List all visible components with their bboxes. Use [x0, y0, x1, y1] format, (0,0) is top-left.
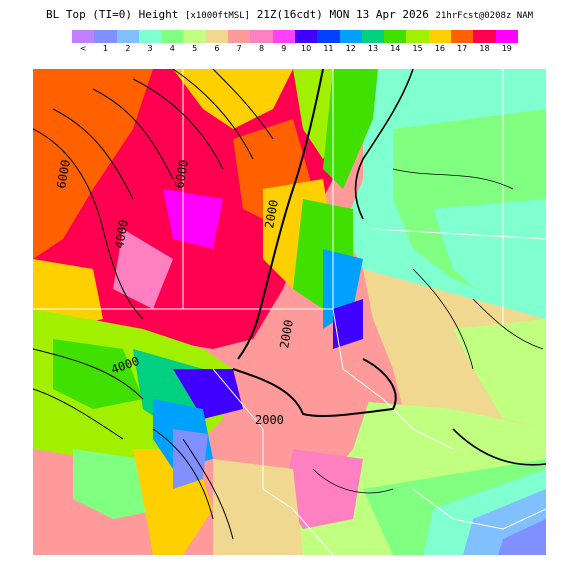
contour-east-a: [412, 268, 474, 370]
contour-label-6000-central: 6000: [172, 159, 191, 190]
legend-label: 12: [345, 44, 356, 53]
boundary-coast: [412, 488, 546, 530]
legend-label: 10: [301, 44, 312, 53]
title-valid-time: 21Z(16cdt) MON 13 Apr 2026: [256, 8, 429, 21]
boundary-east: [372, 228, 546, 240]
legend-label: 19: [501, 44, 512, 53]
contour-1000-north: [354, 69, 414, 220]
region-south-8k: [283, 449, 363, 529]
legend-label: 14: [390, 44, 401, 53]
legend-label: 17: [457, 44, 468, 53]
region-southwest-1k: [173, 429, 208, 489]
legend-label: 16: [434, 44, 445, 53]
contour-label-4000-central: 4000: [112, 219, 131, 250]
region-northeast-3k-b: [433, 199, 546, 304]
legend-label: 5: [192, 44, 198, 53]
contour-label-2000-central: 2000: [277, 319, 296, 350]
legend-swatch: [406, 30, 429, 43]
legend-label: 9: [281, 44, 287, 53]
boundary-southwest: [212, 368, 334, 555]
legend-swatch: [473, 30, 496, 43]
contour-west-e: [212, 69, 274, 140]
contour-west-d: [172, 69, 254, 160]
legend-label: 15: [412, 44, 423, 53]
title-parameter: BL Top (TI=0) Height: [45, 8, 179, 21]
legend-swatch: [138, 30, 162, 43]
legend-label: 1: [102, 44, 108, 53]
legend-swatch: [183, 30, 206, 43]
state-boundaries: [33, 69, 546, 555]
legend-label: 3: [147, 44, 153, 53]
legend-label: 13: [367, 44, 379, 53]
legend-swatch: [161, 30, 184, 43]
region-central-10k: [333, 299, 363, 349]
region-southwest-10k: [173, 369, 243, 419]
legend-swatch: [228, 30, 251, 43]
contour-label-2000-south: 2000: [255, 413, 284, 427]
legend-label: 2: [125, 44, 131, 53]
legend-label: 7: [236, 44, 242, 53]
legend-swatch: [384, 30, 407, 43]
contour-southeast: [452, 428, 546, 466]
color-legend-labels: <1 2 3 4 5 6 7 8 9 10 11 12 13 14 15 16 17 18 19: [72, 44, 518, 54]
legend-label: 11: [323, 44, 334, 53]
map-panel: 6000 4000 2000 2000 6000 4000 2000: [33, 69, 546, 555]
region-west-15k: [33, 259, 103, 329]
contour-east-b: [472, 298, 544, 350]
region-northwest-16k: [33, 69, 153, 259]
legend-swatch: [116, 30, 139, 43]
height-contours: [33, 69, 546, 540]
contour-label-2000-north: 2000: [262, 199, 281, 230]
legend-swatch: [428, 30, 452, 43]
contour-west-c: [132, 78, 224, 170]
legend-label: 18: [479, 44, 490, 53]
legend-swatch: [94, 30, 117, 43]
region-west-19k: [163, 189, 223, 249]
contour-southwest-c: [152, 428, 214, 520]
map-svg: 6000 4000 2000 2000 6000 4000 2000: [33, 69, 546, 555]
legend-swatch: [250, 30, 273, 43]
legend-swatch: [294, 30, 318, 43]
legend-label: 8: [258, 44, 265, 53]
contour-southwest-d: [182, 438, 234, 540]
title-units: [x1000ftMSL]: [185, 11, 251, 21]
legend-swatch: [72, 30, 95, 43]
contour-6000-west: [33, 128, 144, 320]
legend-swatch: [451, 30, 474, 43]
contour-label-group: 6000 4000 2000 2000 6000 4000 2000: [54, 159, 296, 427]
boundary-river: [332, 308, 454, 450]
region-north-13k: [323, 69, 378, 189]
contour-2000-south: [232, 358, 397, 418]
legend-swatch: [205, 30, 229, 43]
region-gulf-1k: [498, 519, 546, 555]
legend-label: <: [79, 44, 87, 53]
contour-2000-north: [237, 69, 324, 360]
legend-swatch: [272, 30, 295, 43]
legend-swatch: [317, 30, 340, 43]
legend-swatch: [361, 30, 385, 43]
legend-label: 6: [214, 44, 220, 53]
title-run-info: 21hrFcst@0208z NAM: [435, 11, 534, 21]
contour-southwest-a: [33, 348, 144, 400]
contour-west-a: [52, 108, 134, 200]
contour-southwest-b: [33, 388, 124, 440]
map-title: BL Top (TI=0) Height [x1000ftMSL] 21Z(16…: [0, 8, 579, 21]
region-east-5k: [453, 319, 546, 429]
region-south-6k: [213, 459, 303, 555]
contour-south-a: [312, 468, 394, 494]
color-legend-bar: [72, 30, 518, 43]
region-west-18k: [113, 229, 173, 309]
region-north-15k: [173, 69, 293, 129]
contour-west-b: [92, 88, 174, 180]
legend-swatch: [339, 30, 362, 43]
region-southwest-13k: [53, 339, 143, 409]
contour-northeast-a: [392, 168, 514, 190]
legend-label: 4: [169, 44, 175, 53]
contour-label-6000-west: 6000: [54, 159, 73, 190]
legend-swatch: [495, 30, 518, 43]
